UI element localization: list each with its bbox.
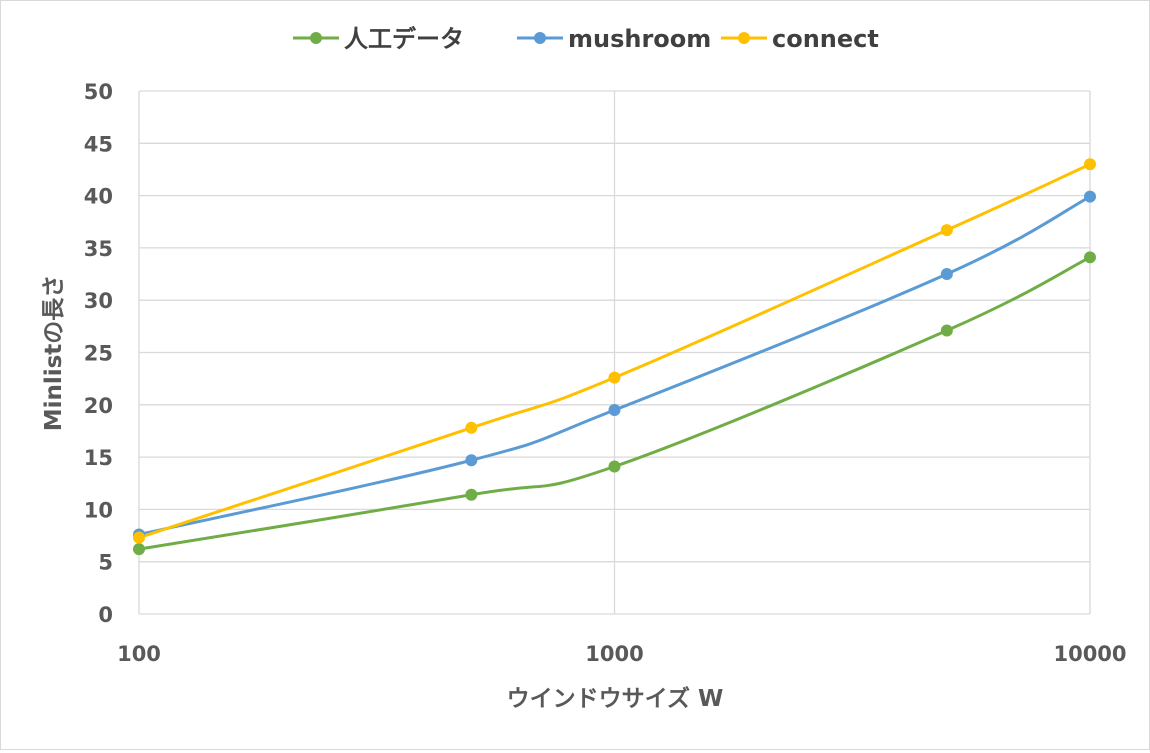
y-axis-tick-labels: 0 5 10 15 20 25 30 35 40 45 50 — [84, 80, 113, 627]
y-tick-label: 50 — [84, 80, 113, 104]
data-point-2 — [133, 531, 145, 544]
data-points — [133, 158, 1096, 556]
data-point-1 — [1084, 190, 1096, 203]
data-point-2 — [465, 421, 478, 434]
data-point-0 — [940, 324, 953, 337]
y-axis-title: Minlistの長さ — [41, 275, 67, 432]
legend-label: connect — [772, 25, 879, 53]
x-axis-tick-labels: 100 1000 10000 — [117, 642, 1126, 666]
y-tick-label: 15 — [84, 446, 113, 470]
data-point-0 — [133, 543, 145, 556]
y-tick-label: 40 — [84, 185, 113, 209]
legend-label: mushroom — [568, 25, 711, 53]
legend-label: 人工データ — [344, 25, 464, 53]
x-tick-label: 10000 — [1053, 642, 1126, 666]
legend-swatch-marker — [310, 32, 322, 44]
data-point-1 — [940, 268, 953, 281]
x-tick-label: 1000 — [585, 642, 643, 666]
x-tick-label: 100 — [117, 642, 161, 666]
y-tick-label: 30 — [84, 289, 113, 313]
y-tick-label: 20 — [84, 394, 113, 418]
data-point-1 — [465, 454, 478, 467]
data-point-2 — [1084, 158, 1096, 171]
y-tick-label: 35 — [84, 237, 113, 261]
data-point-2 — [608, 371, 621, 384]
data-point-1 — [608, 404, 621, 417]
gridlines — [138, 90, 1091, 615]
data-point-0 — [608, 460, 621, 473]
legend-swatch-marker — [534, 32, 546, 44]
y-tick-label: 5 — [98, 551, 113, 575]
data-point-0 — [465, 488, 478, 501]
x-axis-title: ウインドウサイズ W — [507, 685, 724, 712]
legend-swatch-marker — [738, 32, 750, 44]
y-tick-label: 25 — [84, 342, 113, 366]
data-point-0 — [1084, 251, 1096, 264]
data-point-2 — [940, 224, 953, 237]
legend: 人工データ mushroom connect — [293, 25, 879, 53]
y-tick-label: 10 — [84, 498, 113, 522]
y-tick-label: 45 — [84, 132, 113, 156]
y-tick-label: 0 — [98, 603, 113, 627]
